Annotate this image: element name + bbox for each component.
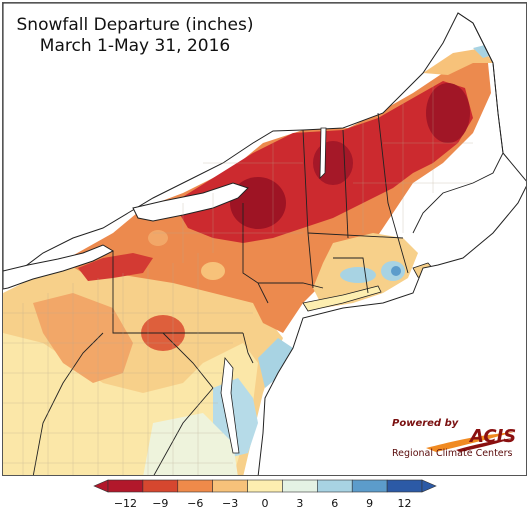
colorbar-swatch (177, 479, 213, 493)
colorbar-arrow-left (93, 479, 109, 493)
colorbar-swatch (212, 479, 248, 493)
colorbar-swatch (351, 479, 388, 493)
colorbar-tick-label: 9 (366, 497, 374, 510)
acis-logo: Powered by ACIS Regional Climate Centers (386, 418, 526, 463)
colorbar-swatch (107, 479, 144, 493)
colorbar-legend: −12 −9 −6 −3 0 3 6 9 12 (90, 478, 440, 511)
lake-champlain (319, 127, 327, 179)
colorbar-swatch (386, 479, 423, 493)
land-west-pale (143, 413, 238, 475)
maine-north-strip (423, 48, 493, 75)
lake-erie (3, 244, 115, 290)
colorbar-arrow-right (421, 479, 437, 493)
logo-organization: Regional Climate Centers (392, 448, 513, 459)
lake-ontario (132, 182, 249, 222)
chesapeake-bay (220, 356, 240, 454)
colorbar-tick-label: −9 (152, 497, 169, 510)
blue-spot-ma-dark (391, 266, 401, 276)
colorbar-tick-label: 6 (331, 497, 339, 510)
colorbar-swatch (142, 479, 179, 493)
colorbar-swatch (282, 479, 318, 493)
logo-acis: ACIS (470, 426, 517, 447)
colorbar-tick-label: −6 (187, 497, 204, 510)
colorbar-tick-label: −3 (222, 497, 239, 510)
land-southwest-orange (33, 293, 133, 383)
blue-spot-ct (340, 267, 376, 283)
colorbar-tick-label: −12 (113, 497, 138, 510)
dark-core-maine (426, 83, 470, 143)
colorbar-swatch (317, 479, 353, 493)
colorbar-tick-label: 12 (397, 497, 412, 510)
colorbar-swatches (93, 479, 437, 493)
logo-powered-by: Powered by (392, 418, 459, 429)
long-island (302, 285, 382, 312)
county-lines (3, 83, 473, 475)
maine-coast (412, 12, 504, 234)
snowfall-departure-map (3, 3, 526, 475)
nj-coast-blue (258, 338, 293, 388)
colorbar-swatch (247, 479, 283, 493)
colorbar-tick-label: 3 (296, 497, 304, 510)
map-frame: Snowfall Departure (inches) March 1-May … (2, 2, 527, 476)
map-title: Snowfall Departure (inches) (16, 15, 254, 35)
dark-core-vermont (313, 141, 353, 185)
red-patch-west (78, 253, 153, 281)
pale-spot-pa2 (148, 230, 168, 246)
swoosh-icon (426, 432, 514, 452)
ocean (257, 185, 526, 475)
map-subtitle: March 1-May 31, 2016 (39, 36, 231, 56)
colorbar-tick-label: 0 (261, 497, 269, 510)
pale-spot-pa (201, 262, 225, 280)
state-borders (32, 112, 409, 475)
